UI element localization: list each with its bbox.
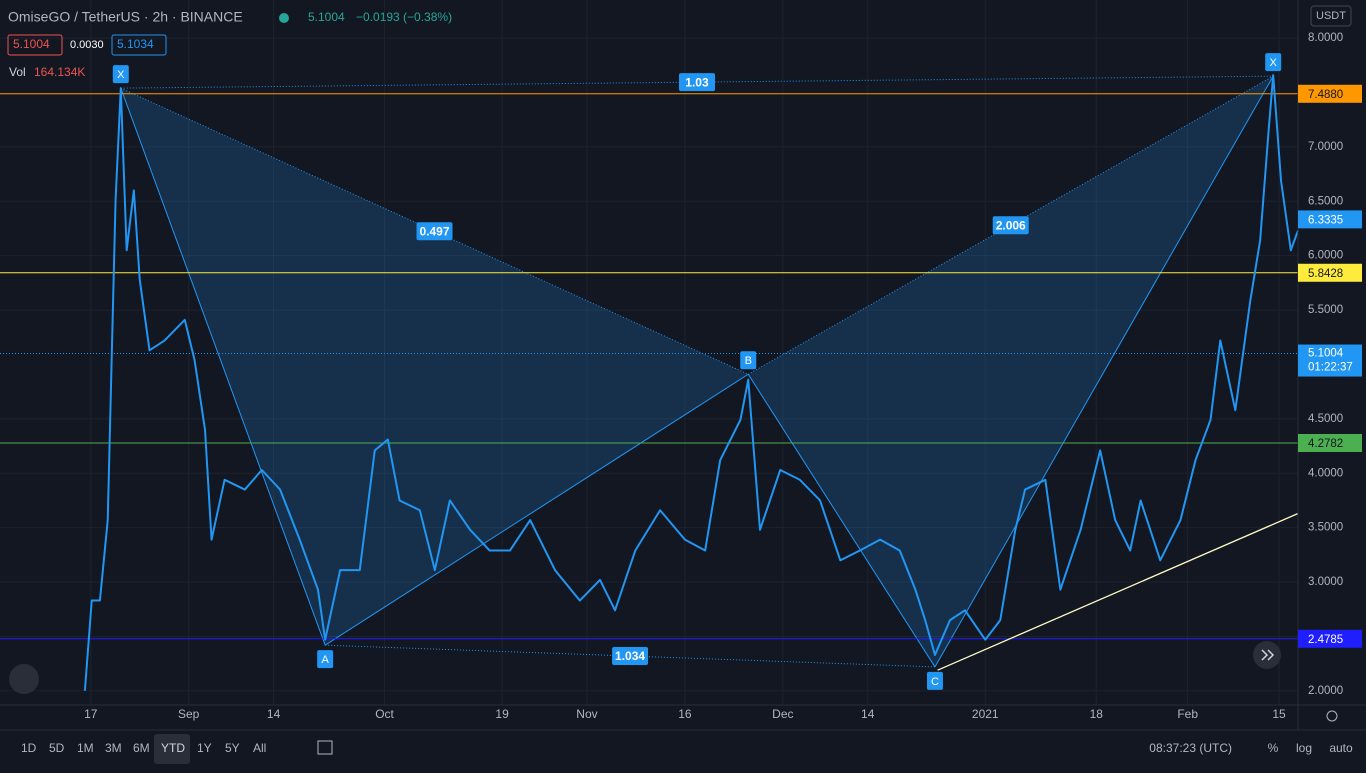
pattern-area <box>120 88 749 646</box>
y-tick-label: 7.0000 <box>1308 141 1343 153</box>
range-button[interactable]: YTD <box>161 741 185 755</box>
x-tick-label: Feb <box>1177 707 1198 721</box>
ask-box <box>111 34 167 56</box>
level-label: 4.2782 <box>1308 438 1343 450</box>
x-tick-label: 15 <box>1272 707 1286 721</box>
range-button[interactable]: 5D <box>49 741 65 755</box>
range-button[interactable]: 1M <box>77 741 94 755</box>
ratio-box <box>678 73 715 92</box>
y-tick-label: 3.0000 <box>1308 576 1343 588</box>
range-button[interactable]: 3M <box>105 741 122 755</box>
range-button[interactable]: 1D <box>21 741 37 755</box>
point-label: X <box>1270 57 1278 69</box>
date-range-icon[interactable] <box>317 740 333 755</box>
x-tick-label: Nov <box>576 707 597 721</box>
pattern-leg <box>747 373 936 668</box>
change: −0.0193 (−0.38%) <box>356 10 452 24</box>
point-tag <box>740 351 757 370</box>
x-tick-label: 19 <box>495 707 509 721</box>
point-tag <box>1265 53 1282 72</box>
level-tag <box>1298 84 1362 103</box>
bid-box <box>7 34 63 56</box>
ratio-box <box>612 647 649 666</box>
ratio-line <box>120 87 749 375</box>
point-label: X <box>117 69 125 81</box>
level-label: 5.8428 <box>1308 268 1343 280</box>
range-button[interactable]: 5Y <box>225 741 240 755</box>
level-tag <box>1298 433 1362 452</box>
current-tag <box>1298 344 1362 377</box>
level-tag <box>1298 263 1362 282</box>
x-tick-label: Dec <box>772 707 793 721</box>
last-tag <box>1298 210 1362 229</box>
x-tick-label: 16 <box>678 707 692 721</box>
y-tick-label: 3.5000 <box>1308 522 1343 534</box>
pattern-leg <box>120 87 326 646</box>
log[interactable]: log <box>1296 741 1312 755</box>
level-label: 2.4785 <box>1308 634 1343 646</box>
percent[interactable]: % <box>1268 741 1279 755</box>
point-tag <box>317 650 334 669</box>
status-dot <box>279 13 289 23</box>
level-tag <box>1298 629 1362 648</box>
y-tick-label: 6.0000 <box>1308 250 1343 262</box>
ratio-label: 2.006 <box>996 218 1026 232</box>
ratio-label: 1.034 <box>615 649 645 663</box>
ratio-label: 0.497 <box>420 224 450 238</box>
y-tick-label: 5.5000 <box>1308 304 1343 316</box>
range-button[interactable]: 6M <box>133 741 150 755</box>
range-button[interactable]: 1Y <box>197 741 212 755</box>
y-tick-label: 4.5000 <box>1308 413 1343 425</box>
ratio-label: 1.03 <box>685 75 709 89</box>
symbol: OmiseGO / TetherUS · 2h · BINANCE <box>8 9 243 25</box>
logo <box>9 664 39 694</box>
last-label: 6.3335 <box>1308 214 1343 226</box>
toolbar: 1D 5D 1M 3M 6M YTD 1Y 5Y All <box>21 734 266 764</box>
currency-button[interactable] <box>1310 5 1352 27</box>
price: 5.1004 <box>308 10 345 24</box>
point-tag <box>926 671 943 690</box>
x-tick-label: 14 <box>861 707 875 721</box>
clock: 08:37:23 (UTC) <box>1149 741 1232 755</box>
scroll-icon <box>1261 649 1275 661</box>
currency[interactable]: USDT <box>1316 10 1346 22</box>
x-tick-label: Sep <box>178 707 200 721</box>
pattern-leg <box>324 373 749 646</box>
x-tick-label: Oct <box>375 707 394 721</box>
countdown: 01:22:37 <box>1308 362 1353 374</box>
y-tick-label: 8.0000 <box>1308 32 1343 44</box>
y-tick-label: 6.5000 <box>1308 195 1343 207</box>
x-tick-label: 17 <box>84 707 98 721</box>
auto[interactable]: auto <box>1329 741 1353 755</box>
settings-icon[interactable] <box>1326 710 1338 722</box>
current-label: 5.1004 <box>1308 348 1344 360</box>
y-tick-label: 4.0000 <box>1308 467 1343 479</box>
trendline <box>937 512 1299 671</box>
x-tick-label: 18 <box>1090 707 1104 721</box>
x-tick-label: 14 <box>267 707 281 721</box>
range-button[interactable]: All <box>253 741 266 755</box>
level-label: 7.4880 <box>1308 89 1343 101</box>
pattern-area <box>748 76 1274 667</box>
volume: 164.134K <box>34 65 85 79</box>
pattern-leg <box>934 75 1274 668</box>
ask: 5.1034 <box>117 37 154 51</box>
spread: 0.0030 <box>70 39 104 51</box>
point-tag <box>112 65 129 84</box>
point-label: A <box>321 654 329 666</box>
volume-label: Vol <box>9 65 26 79</box>
range-active <box>154 734 190 764</box>
ratio-box <box>992 216 1029 235</box>
plot <box>0 0 1299 705</box>
x-tick-label: 2021 <box>972 707 999 721</box>
y-tick-label: 2.0000 <box>1308 685 1343 697</box>
point-label: B <box>745 355 752 367</box>
ratio-box <box>416 222 453 241</box>
point-label: C <box>931 676 939 688</box>
bid: 5.1004 <box>13 37 50 51</box>
price-line <box>83 74 1299 691</box>
